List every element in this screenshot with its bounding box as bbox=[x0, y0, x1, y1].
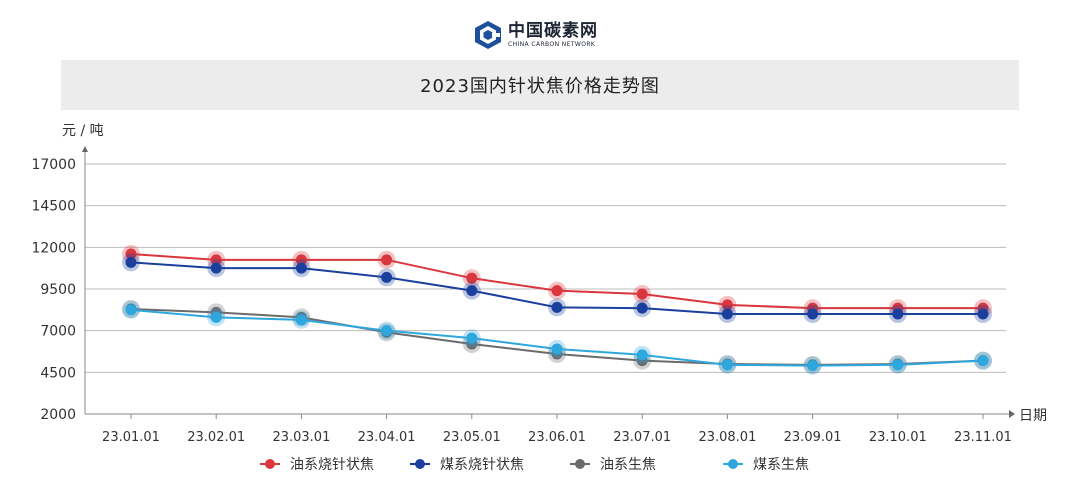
series-4 bbox=[122, 300, 992, 375]
legend-label: 油系烧针状焦 bbox=[290, 457, 374, 473]
legend: 油系烧针状焦 煤系烧针状焦 油系生焦 煤系生焦 bbox=[260, 457, 809, 473]
data-point bbox=[721, 359, 733, 371]
data-point bbox=[636, 349, 648, 361]
logo: 中国碳素网 CHINA CARBON NETWORK bbox=[474, 18, 598, 52]
y-tick-label: 4500 bbox=[40, 365, 76, 381]
logo-name-cn: 中国碳素网 bbox=[508, 20, 598, 41]
y-tick-label: 9500 bbox=[40, 282, 76, 298]
x-axis-label: 日期 bbox=[1019, 408, 1047, 424]
data-point bbox=[807, 308, 819, 320]
legend-label: 煤系生焦 bbox=[753, 457, 809, 473]
legend-marker bbox=[265, 459, 275, 469]
x-tick-label: 23.06.01 bbox=[528, 430, 586, 445]
data-point bbox=[125, 248, 137, 260]
logo-name-en: CHINA CARBON NETWORK bbox=[508, 40, 596, 48]
data-point bbox=[721, 299, 733, 311]
data-point bbox=[977, 308, 989, 320]
y-tick-label: 2000 bbox=[40, 407, 76, 423]
y-axis-ticks: 2000 4500 7000 9500 12000 14500 17000 bbox=[31, 157, 76, 423]
x-tick-label: 23.10.01 bbox=[869, 430, 927, 445]
legend-marker bbox=[575, 459, 585, 469]
data-point bbox=[381, 254, 393, 266]
y-tick-label: 12000 bbox=[31, 240, 76, 256]
legend-marker bbox=[415, 459, 425, 469]
data-point bbox=[551, 301, 563, 313]
carbon-logo-icon bbox=[475, 21, 501, 49]
data-point bbox=[381, 271, 393, 283]
axes: 元 / 吨日期 bbox=[62, 123, 1047, 424]
x-tick-label: 23.08.01 bbox=[698, 430, 756, 445]
legend-label: 油系生焦 bbox=[600, 457, 656, 473]
data-point bbox=[210, 311, 222, 323]
x-tick-label: 23.11.01 bbox=[954, 430, 1012, 445]
x-axis-ticks: 23.01.01 23.02.01 23.03.01 23.04.01 23.05.01… bbox=[102, 414, 1012, 445]
legend-label: 煤系烧针状焦 bbox=[440, 457, 524, 473]
x-tick-label: 23.04.01 bbox=[358, 430, 416, 445]
data-point bbox=[466, 285, 478, 297]
y-tick-label: 17000 bbox=[31, 157, 76, 173]
series-group bbox=[122, 245, 992, 375]
y-tick-label: 7000 bbox=[40, 324, 76, 340]
data-point bbox=[381, 325, 393, 337]
y-tick-label: 14500 bbox=[31, 199, 76, 215]
x-tick-label: 23.07.01 bbox=[613, 430, 671, 445]
x-tick-label: 23.09.01 bbox=[784, 430, 842, 445]
data-point bbox=[466, 272, 478, 284]
x-tick-label: 23.01.01 bbox=[102, 430, 160, 445]
data-point bbox=[892, 359, 904, 371]
data-point bbox=[636, 288, 648, 300]
legend-marker bbox=[728, 459, 738, 469]
data-point bbox=[295, 262, 307, 274]
data-point bbox=[125, 256, 137, 268]
y-axis-arrow-icon bbox=[82, 146, 88, 152]
x-tick-label: 23.05.01 bbox=[443, 430, 501, 445]
data-point bbox=[210, 254, 222, 266]
y-axis-label: 元 / 吨 bbox=[62, 123, 104, 139]
data-point bbox=[551, 343, 563, 355]
data-point bbox=[125, 304, 137, 316]
data-point bbox=[295, 254, 307, 266]
data-point bbox=[807, 360, 819, 372]
data-point bbox=[551, 285, 563, 297]
data-point bbox=[721, 308, 733, 320]
data-point bbox=[466, 332, 478, 344]
data-point bbox=[977, 355, 989, 367]
x-tick-label: 23.03.01 bbox=[272, 430, 330, 445]
series-2 bbox=[122, 253, 992, 323]
data-point bbox=[892, 308, 904, 320]
x-tick-label: 23.02.01 bbox=[187, 430, 245, 445]
chart-title-bar: 2023国内针状焦价格走势图 bbox=[61, 60, 1019, 110]
x-axis-arrow-icon bbox=[1009, 410, 1015, 418]
data-point bbox=[636, 302, 648, 314]
chart-title: 2023国内针状焦价格走势图 bbox=[420, 76, 660, 97]
data-point bbox=[295, 314, 307, 326]
data-point bbox=[210, 262, 222, 274]
